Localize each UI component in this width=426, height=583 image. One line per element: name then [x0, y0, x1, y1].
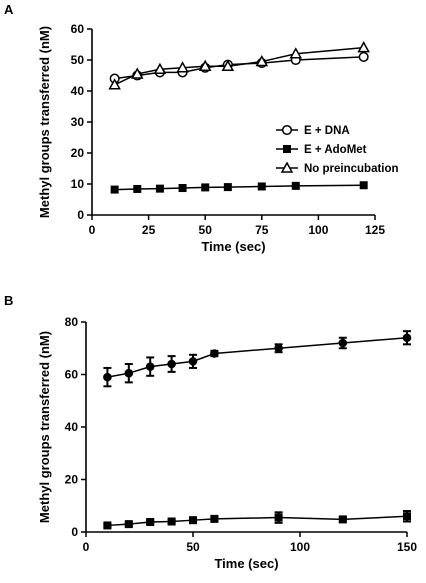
panel-b-y-tick-label: 60	[65, 368, 79, 382]
panel-a-legend-label: E + DNA	[304, 125, 350, 137]
panel-a-y-tick-label: 10	[71, 177, 85, 191]
panel-a-series-2-point	[257, 182, 266, 191]
panel-b-x-tick-label: 50	[186, 540, 200, 554]
panel-b-series-2-point	[338, 515, 347, 524]
panel-a-series-1-line	[114, 56, 364, 80]
panel-a-series-3-point	[255, 55, 269, 67]
panel-b-series-1-point	[402, 333, 412, 343]
panel-a-x-tick-label: 25	[142, 223, 156, 237]
panel-a-series-2-point	[201, 183, 210, 192]
panel-a-series-2-point	[110, 185, 119, 194]
panel-a-x-tick-label: 0	[89, 223, 96, 237]
panel-a-series-2-point	[178, 184, 187, 193]
panel-b-series-1-point	[167, 359, 176, 369]
panel-a-series-3-point	[198, 59, 212, 71]
panel-b-series-1-point	[124, 368, 134, 378]
panel-b-series-1-point	[145, 362, 155, 371]
panel-a-y-tick-label: 40	[71, 84, 85, 98]
panel-a-x-tick-label: 125	[365, 223, 385, 237]
panel-a-series-2-point	[133, 184, 142, 193]
panel-a-legend-label: No preincubation	[304, 163, 399, 175]
panel-a-series-2-point	[291, 181, 300, 190]
panel-b-series-1-point	[274, 343, 283, 353]
panel-a-series-2-line	[114, 184, 364, 191]
panel-b-series-1-point	[210, 349, 219, 358]
panel-a-y-tick-label: 60	[71, 22, 85, 36]
panel-a-series-3-point	[131, 67, 144, 79]
panel-a-series-3-point	[108, 78, 121, 90]
panel-b-y-tick-label: 80	[65, 315, 79, 329]
panel-b-series-1-point	[188, 357, 198, 366]
panel-b-x-tick-label: 150	[397, 540, 417, 554]
panel-a-y-tick-label: 50	[71, 53, 85, 67]
panel-a-legend-marker	[283, 145, 291, 153]
panel-b-series-2-point	[146, 518, 155, 527]
panel-a-y-axis-title: Methyl groups transferred (nM)	[37, 26, 52, 218]
panel-b-series-1-point	[103, 372, 112, 382]
panel-b-y-tick-label: 0	[71, 525, 78, 539]
panel-a-legend-marker	[280, 161, 294, 173]
panel-b-series-1-point	[338, 338, 348, 348]
panel-a-series-3-point	[153, 62, 167, 75]
panel-a-series-1-point	[358, 51, 369, 62]
panel-a-legend-label: E + AdoMet	[304, 144, 367, 156]
panel-a-y-tick-label: 0	[77, 208, 84, 222]
panel-a-x-tick-label: 75	[255, 223, 269, 237]
panel-a-x-axis-title: Time (sec)	[201, 239, 265, 254]
panel-a-series-2-point	[155, 184, 164, 193]
panel-b-y-tick-label: 20	[65, 473, 79, 487]
panel-b-series-2-point	[124, 520, 133, 529]
panel-b-y-tick-label: 40	[65, 420, 79, 434]
panel-a-x-tick-label: 50	[199, 223, 213, 237]
panel-a-series-2-point	[359, 181, 368, 190]
panel-b-x-tick-label: 0	[83, 540, 90, 554]
panel-a-legend-marker	[281, 124, 293, 136]
panel-a-series-2-point	[223, 183, 232, 192]
panel-b-x-tick-label: 100	[290, 540, 310, 554]
panel-a-series-3-line	[114, 46, 364, 86]
panel-a-y-tick-label: 20	[71, 146, 85, 160]
panel-a-series-3-point	[221, 59, 235, 71]
panel-b-x-axis-title: Time (sec)	[214, 556, 278, 571]
panel-b-series-2-point	[210, 514, 219, 523]
panel-a-x-tick-label: 100	[308, 223, 328, 237]
panel-b-series-2-point	[103, 521, 112, 530]
panel-b-series-2-point	[189, 516, 197, 525]
panel-a-series-3-point	[289, 47, 303, 59]
panel-a-series-3-point	[176, 61, 189, 73]
panel-a-label: A	[4, 2, 14, 17]
panel-b-series-2-point	[403, 512, 411, 521]
panel-b-plot: 0 50 100 150 0 20 40 60 80 Time (sec) Methyl group…	[37, 315, 417, 571]
panel-a-series-3-point	[357, 41, 370, 53]
panel-a-plot: 0 25 50 75 100 125 0 10 20 30 40 50 60 Time (sec) Meth…	[37, 22, 399, 254]
panel-b-y-axis-title: Methyl groups transferred (nM)	[37, 331, 52, 523]
panel-b-label: B	[4, 293, 13, 308]
panel-b-series-2-point	[167, 517, 176, 526]
panel-b-series-2-point	[274, 513, 283, 522]
panel-a-y-tick-label: 30	[71, 115, 85, 129]
